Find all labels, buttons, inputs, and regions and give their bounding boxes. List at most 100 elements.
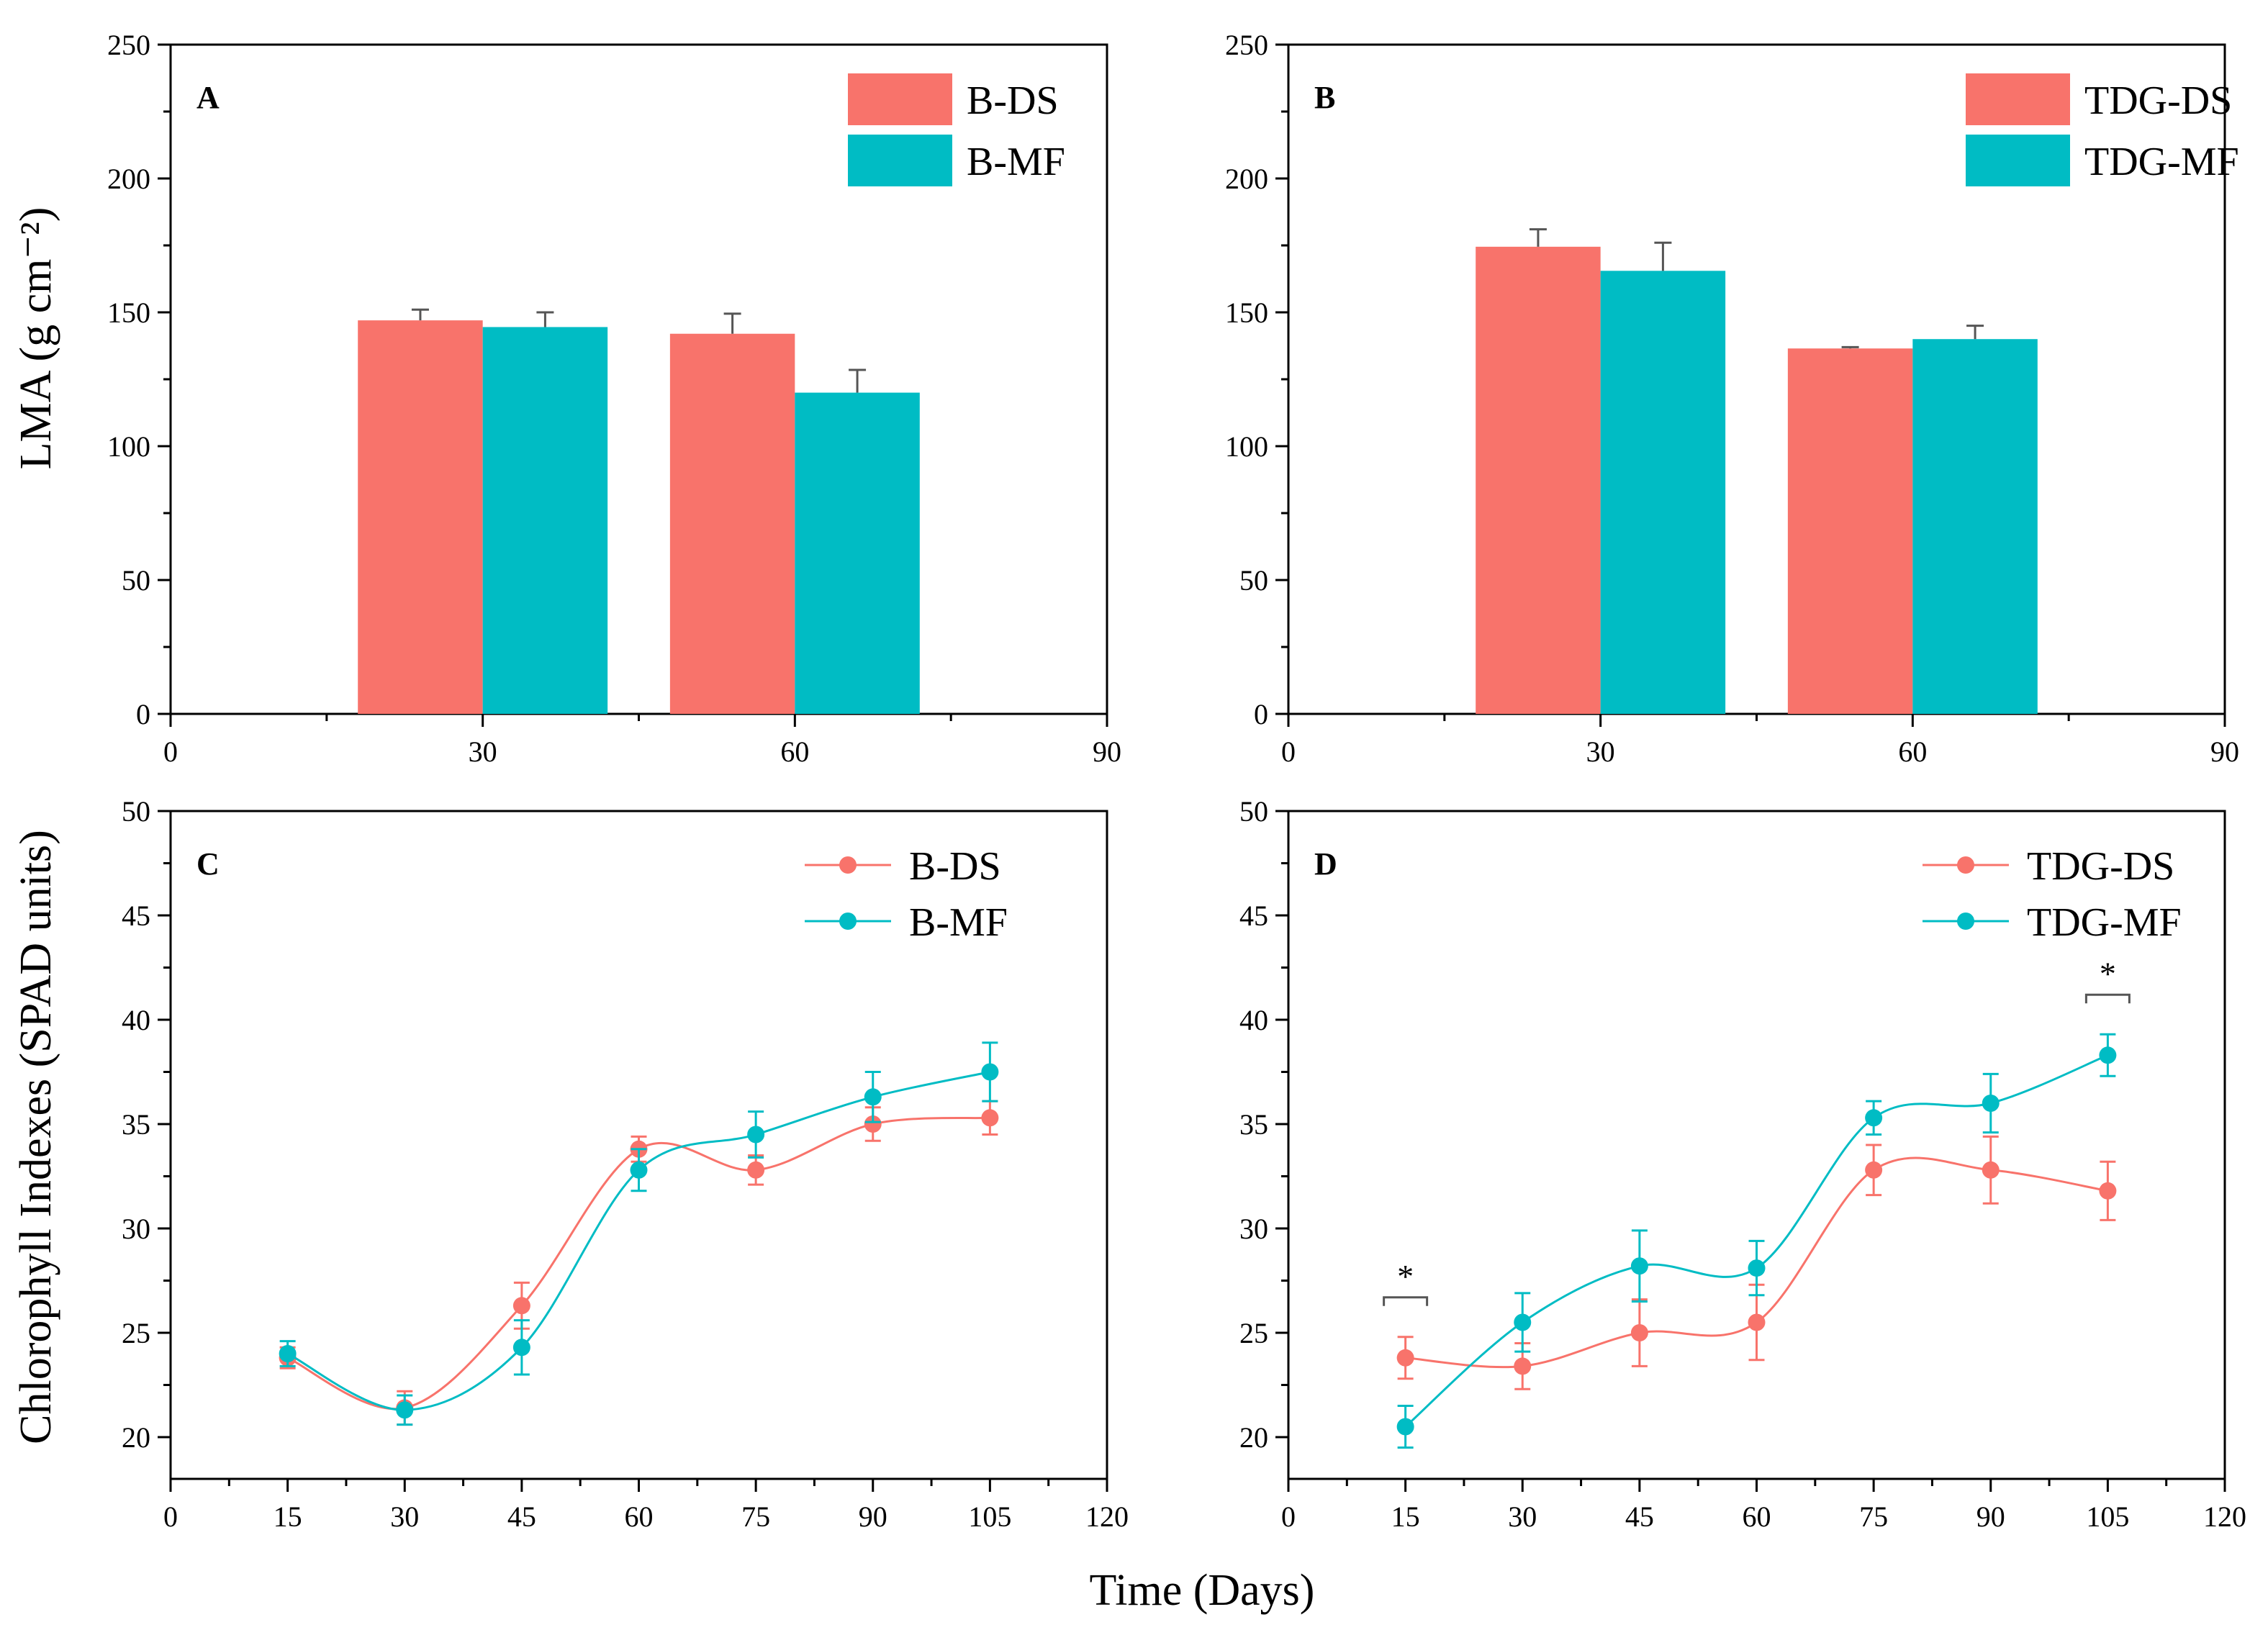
data-point [1630, 1324, 1648, 1341]
y-tick-label: 200 [1225, 163, 1268, 195]
y-tick-label: 0 [136, 698, 150, 730]
y-tick-label: 40 [122, 1004, 150, 1036]
x-tick-label: 75 [741, 1500, 770, 1533]
bar [482, 327, 608, 715]
x-tick-label: 120 [1085, 1500, 1129, 1533]
data-point [512, 1297, 530, 1315]
bar [358, 320, 483, 714]
y-tick-label: 50 [122, 795, 150, 828]
bar [1476, 246, 1601, 714]
y-tick-label: 20 [122, 1421, 150, 1454]
x-tick-label: 60 [780, 735, 809, 768]
x-tick-label: 120 [2203, 1500, 2246, 1533]
x-tick-label: 60 [625, 1500, 654, 1533]
y-tick-label: 45 [1239, 900, 1268, 932]
legend-marker [839, 856, 857, 874]
x-tick-label: 30 [390, 1500, 419, 1533]
data-point [630, 1161, 648, 1179]
legend-swatch [1966, 135, 2070, 186]
x-tick-label: 45 [1625, 1500, 1654, 1533]
y-axis-title-lma: LMA (g cm⁻²) [12, 207, 60, 470]
panel-d: 0 15 30 45 60 75 90 105 120 20 25 30 35 40 45 50 D * * TDG-… [1239, 795, 2246, 1533]
legend-marker [1957, 913, 1974, 930]
data-point [396, 1401, 414, 1419]
legend-label: B-DS [967, 78, 1059, 123]
data-point [2099, 1046, 2117, 1064]
data-point [1982, 1161, 2000, 1179]
data-point [279, 1345, 297, 1362]
y-tick-label: 250 [1225, 29, 1268, 61]
data-point [1982, 1095, 2000, 1112]
panel-a: 0 30 60 90 0 50 100 150 200 250 A B-DS B-MF [107, 29, 1121, 768]
y-tick-label: 50 [1239, 795, 1268, 828]
y-tick-label: 50 [1239, 564, 1268, 597]
data-point [864, 1088, 882, 1106]
legend-label: TDG-MF [2084, 140, 2239, 184]
x-tick-label: 30 [1586, 735, 1615, 768]
legend-label: TDG-DS [2084, 78, 2232, 123]
x-tick-label: 105 [2086, 1500, 2129, 1533]
bar [1912, 339, 2038, 714]
x-tick-label: 30 [1508, 1500, 1537, 1533]
y-tick-label: 0 [1254, 698, 1268, 730]
significance-bracket [2084, 993, 2131, 1004]
legend-label: B-MF [967, 140, 1065, 184]
data-point [2099, 1182, 2117, 1200]
panel-label: B [1314, 80, 1335, 115]
x-tick-label: 105 [968, 1500, 1011, 1533]
data-point [981, 1109, 999, 1127]
legend-marker [1957, 856, 1974, 874]
y-tick-label: 250 [107, 29, 150, 61]
data-point [1630, 1257, 1648, 1275]
y-tick-label: 150 [107, 296, 150, 329]
data-point [864, 1115, 882, 1133]
y-tick-label: 100 [1225, 430, 1268, 463]
legend-label: B-MF [909, 900, 1008, 945]
x-tick-label: 0 [163, 735, 178, 768]
legend-marker [839, 913, 857, 930]
panel-label: C [196, 846, 220, 882]
legend-label: B-DS [909, 844, 1001, 889]
legend-swatch [848, 73, 952, 125]
data-point [1748, 1259, 1766, 1277]
data-point [1396, 1349, 1414, 1367]
data-point [981, 1063, 999, 1081]
y-tick-label: 100 [107, 430, 150, 463]
x-axis-title: Time (Days) [1090, 1566, 1315, 1615]
y-tick-label: 150 [1225, 296, 1268, 329]
x-tick-label: 15 [274, 1500, 302, 1533]
bar [795, 392, 920, 714]
significance-star: * [1397, 1258, 1414, 1295]
x-tick-label: 90 [859, 1500, 887, 1533]
data-point [1865, 1109, 1883, 1127]
x-tick-label: 0 [163, 1500, 178, 1533]
legend-swatch [1966, 73, 2070, 125]
y-tick-label: 30 [122, 1213, 150, 1245]
y-tick-label: 25 [1239, 1317, 1268, 1349]
legend-label: TDG-MF [2027, 900, 2182, 945]
significance-star: * [2100, 955, 2116, 992]
legend-label: TDG-DS [2027, 844, 2174, 889]
x-tick-label: 45 [507, 1500, 536, 1533]
x-tick-label: 90 [2210, 735, 2239, 768]
y-tick-label: 40 [1239, 1004, 1268, 1036]
panel-b: 0 30 60 90 0 50 100 150 200 250 B TDG-DS TDG-MF [1225, 29, 2239, 768]
y-axis-title-chlorophyll: Chlorophyll Indexes (SPAD units) [12, 830, 60, 1444]
y-tick-label: 200 [107, 163, 150, 195]
data-point [747, 1126, 765, 1144]
bar [1787, 348, 1913, 714]
panel-label: D [1314, 846, 1337, 882]
y-tick-label: 35 [1239, 1108, 1268, 1141]
legend-swatch [848, 135, 952, 186]
panel-label: A [196, 80, 220, 115]
significance-bracket [1383, 1296, 1429, 1306]
y-tick-label: 25 [122, 1317, 150, 1349]
data-point [1865, 1161, 1883, 1179]
y-tick-label: 30 [1239, 1213, 1268, 1245]
x-tick-label: 90 [1093, 735, 1121, 768]
x-tick-label: 0 [1281, 735, 1296, 768]
x-tick-label: 60 [1743, 1500, 1771, 1533]
bar [1600, 271, 1726, 715]
x-tick-label: 75 [1859, 1500, 1888, 1533]
